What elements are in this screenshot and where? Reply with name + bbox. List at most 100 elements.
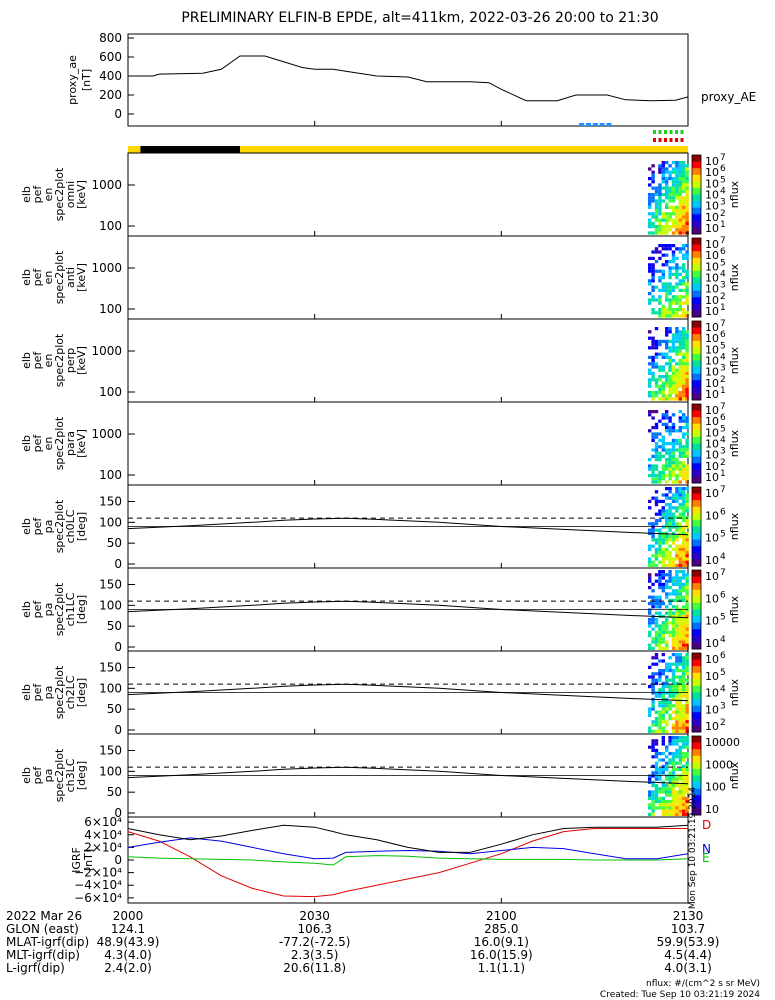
- spectrogram-pixel: [671, 170, 676, 174]
- spectrogram-pixel: [648, 547, 652, 551]
- spectrogram-pixel: [675, 592, 679, 596]
- spectrogram-pixel: [675, 442, 679, 446]
- spectrogram-pixel: [685, 205, 689, 209]
- epd-zone-dash: [606, 123, 612, 126]
- spectrogram-pixel: [675, 634, 679, 638]
- spectrogram-pixel: [682, 812, 686, 816]
- spectrogram-pixel: [668, 272, 672, 276]
- spectrogram-pixel: [678, 608, 682, 612]
- spectrogram-pixel: [654, 717, 659, 721]
- spectrogram-pixel: [654, 579, 659, 583]
- spectrogram-pixel: [654, 218, 659, 222]
- spectrogram-pixel: [675, 809, 679, 813]
- spectrogram-pixel: [675, 448, 679, 452]
- colorbar-step: [692, 410, 701, 418]
- spectrogram-pixel: [685, 355, 689, 359]
- spectrogram-pixel: [682, 656, 686, 660]
- spectrogram-pixel: [675, 659, 679, 663]
- spectrogram-pixel: [651, 790, 655, 794]
- colorbar-tick-exponent: 1: [720, 220, 726, 230]
- spectrogram-pixel: [661, 352, 665, 356]
- spectrogram-pixel: [668, 196, 672, 200]
- spectrogram-pixel: [654, 538, 659, 542]
- spectrogram-pixel: [671, 710, 676, 714]
- spectrogram-pixel: [658, 308, 662, 312]
- spectrogram-pixel: [651, 582, 655, 586]
- spectrogram-pixel: [685, 586, 689, 590]
- spectrogram-pixel: [651, 308, 655, 312]
- spectrogram-pixel: [678, 793, 682, 797]
- spectrogram-pixel: [671, 209, 676, 213]
- spectrogram-pixel: [661, 672, 665, 676]
- spectrogram-pixel: [678, 688, 682, 692]
- colorbar-step: [692, 616, 701, 624]
- spectrogram-pixel: [682, 327, 686, 331]
- spectrogram-pixel: [658, 167, 662, 171]
- spectrogram-pixel: [648, 729, 652, 733]
- spectrogram-pixel: [671, 522, 676, 526]
- spectrogram-pixel: [665, 701, 669, 705]
- spectrogram-pixel: [651, 723, 655, 727]
- panel-ylabel-line: pef: [31, 351, 44, 370]
- colorbar-tick-label: 10: [705, 177, 719, 190]
- spectrogram-pixel: [665, 541, 669, 545]
- spectrogram-pixel: [685, 653, 689, 657]
- spectrogram-pixel: [651, 199, 655, 203]
- colorbar-tick-label: 10: [705, 426, 719, 439]
- spectrogram-pixel: [685, 634, 689, 638]
- spectrogram-pixel: [654, 512, 659, 516]
- spectrogram-pixel: [685, 611, 689, 615]
- spectrogram-pixel: [665, 183, 669, 187]
- panel-ylabel-line: elb: [20, 767, 33, 784]
- spectrogram-pixel: [668, 359, 672, 363]
- spectrogram-pixel: [685, 250, 689, 254]
- spectrogram-pixel: [651, 538, 655, 542]
- spectrogram-pixel: [685, 800, 689, 804]
- spectrogram-pixel: [654, 742, 659, 746]
- spectrogram-pixel: [675, 474, 679, 478]
- spectrogram-pixel: [685, 496, 689, 500]
- spectrogram-pixel: [654, 474, 659, 478]
- spectrogram-pixel: [661, 253, 665, 257]
- spectrogram-pixel: [668, 717, 672, 721]
- spectrogram-pixel: [654, 384, 659, 388]
- spectrogram-pixel: [668, 528, 672, 532]
- spectrogram-pixel: [682, 643, 686, 647]
- spectrogram-pixel: [678, 272, 682, 276]
- spectrogram-pixel: [678, 218, 682, 222]
- colorbar-step: [692, 168, 701, 176]
- spectrogram-pixel: [671, 541, 676, 545]
- spectrogram-pixel: [665, 535, 669, 539]
- spectrogram-pixel: [661, 669, 665, 673]
- spectrogram-pixel: [678, 579, 682, 583]
- spectrogram-pixel: [654, 260, 659, 264]
- spectrogram-pixel: [685, 470, 689, 474]
- spectrogram-pixel: [675, 378, 679, 382]
- spectrogram-pixel: [678, 736, 682, 740]
- spectrogram-pixel: [648, 777, 652, 781]
- spectrogram-pixel: [685, 244, 689, 248]
- spectrogram-pixel: [685, 688, 689, 692]
- colorbar-step: [692, 533, 701, 541]
- spectrogram-pixel: [671, 272, 676, 276]
- colorbar-tick-exponent: 3: [720, 701, 726, 711]
- spectrogram-pixel: [685, 282, 689, 286]
- colorbar-step: [692, 347, 701, 355]
- spectrogram-pixel: [648, 225, 652, 229]
- spectrogram-pixel: [654, 611, 659, 615]
- spectrogram-pixel: [685, 480, 689, 484]
- spectrogram-pixel: [675, 384, 679, 388]
- igrf-series-N: [127, 837, 689, 860]
- pitch-ytick-label: 50: [107, 702, 122, 716]
- loss-cone-line: [127, 517, 689, 536]
- spectrogram-pixel: [682, 774, 686, 778]
- spectrogram-pixel: [654, 391, 659, 395]
- spectrogram-pixel: [665, 167, 669, 171]
- spectrogram-pixel: [658, 729, 662, 733]
- colorbar-tick-label: 10: [705, 343, 719, 356]
- spectrogram-pixel: [658, 445, 662, 449]
- spectrogram-pixel: [675, 228, 679, 232]
- spectrogram-pixel: [661, 515, 665, 519]
- spectrogram-pixel: [671, 515, 676, 519]
- spectrogram-pixel: [682, 541, 686, 545]
